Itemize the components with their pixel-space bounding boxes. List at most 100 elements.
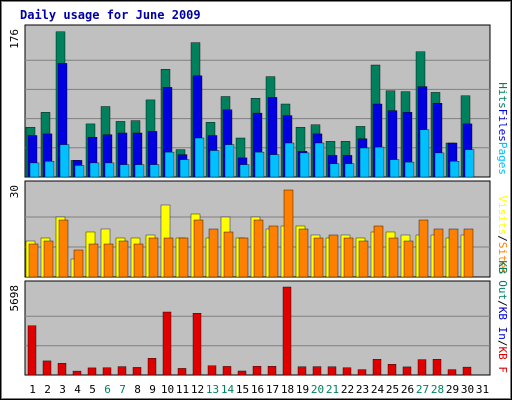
sites-bar-day-30: [463, 228, 474, 278]
pages-bar-day-6: [104, 162, 115, 178]
legend-entry: /: [496, 235, 509, 242]
sites-bar-day-5: [88, 243, 99, 278]
sites-bar-day-27: [418, 219, 429, 278]
kb-f-bar-day-16: [252, 366, 262, 376]
sites-bar-day-9: [148, 237, 159, 278]
pages-bar-day-1: [29, 162, 40, 178]
x-tick-label-day-15: 15: [236, 383, 249, 396]
pages-bar-day-20: [314, 142, 325, 178]
sites-bar-day-17: [268, 225, 279, 278]
sites-bar-day-6: [103, 243, 114, 278]
kb-f-bar-day-29: [447, 369, 457, 376]
sites-bar-day-25: [388, 237, 399, 278]
y-axis-max-label: 176: [8, 29, 21, 49]
kb-f-bar-day-6: [102, 367, 112, 376]
kb-f-bar-day-1: [27, 325, 37, 376]
pages-bar-day-29: [449, 160, 460, 178]
kb-f-bar-day-20: [312, 366, 322, 376]
pages-bar-day-28: [434, 152, 445, 178]
legend-entry: Sites: [496, 242, 509, 275]
pages-bar-day-24: [374, 146, 385, 178]
kb-f-bar-day-23: [357, 369, 367, 376]
legend-entry: KB Out: [496, 260, 509, 300]
x-tick-label-day-13: 13: [206, 383, 219, 396]
x-tick-label-day-1: 1: [29, 383, 36, 396]
legend-entry: KB F: [496, 347, 509, 374]
sites-bar-day-21: [328, 234, 339, 278]
kb-f-bar-day-12: [192, 313, 202, 376]
kb-f-bar-day-27: [417, 359, 427, 376]
kb-f-bar-day-9: [147, 358, 157, 376]
x-tick-label-day-11: 11: [176, 383, 189, 396]
kb-f-bar-day-15: [237, 370, 247, 376]
x-tick-label-day-9: 9: [149, 383, 156, 396]
x-tick-label-day-31: 31: [476, 383, 489, 396]
sites-bar-day-2: [43, 240, 54, 278]
pages-bar-day-23: [359, 147, 370, 178]
kb-f-bar-day-13: [207, 365, 217, 376]
sites-bar-day-3: [58, 219, 69, 278]
kb-f-bar-day-22: [342, 367, 352, 376]
x-tick-label-day-5: 5: [89, 383, 96, 396]
pages-bar-day-14: [224, 144, 235, 178]
pages-bar-day-22: [344, 163, 355, 178]
x-tick-label-day-17: 17: [266, 383, 279, 396]
y-axis-max-label: 5698: [8, 285, 21, 312]
x-tick-label-day-25: 25: [386, 383, 399, 396]
x-tick-label-day-20: 20: [311, 383, 324, 396]
kb-f-bar-day-26: [402, 366, 412, 376]
pages-bar-day-2: [44, 160, 55, 178]
kb-f-bar-day-11: [177, 368, 187, 376]
sites-bar-day-23: [358, 240, 369, 278]
x-tick-label-day-21: 21: [326, 383, 339, 396]
sites-bar-day-16: [253, 219, 264, 278]
pages-bar-day-25: [389, 159, 400, 178]
kb-f-bar-day-10: [162, 311, 172, 376]
legend-entry: KB In: [496, 307, 509, 340]
sites-bar-day-1: [28, 243, 39, 278]
sites-bar-day-22: [343, 237, 354, 278]
kb-f-bar-day-7: [117, 366, 127, 376]
x-tick-label-day-7: 7: [119, 383, 126, 396]
pages-bar-day-4: [74, 165, 85, 178]
x-tick-label-day-29: 29: [446, 383, 459, 396]
legend-entry: Visits: [496, 196, 509, 236]
sites-bar-day-11: [178, 237, 189, 278]
kb-f-bar-day-2: [42, 360, 52, 376]
x-tick-label-day-24: 24: [371, 383, 385, 396]
legend-hits-files-pages: HitsFilesPages: [496, 82, 509, 175]
kb-f-bar-day-4: [72, 370, 82, 376]
x-tick-label-day-28: 28: [431, 383, 444, 396]
sites-bar-day-26: [403, 240, 414, 278]
sites-bar-day-20: [313, 237, 324, 278]
x-axis-day-labels: 1 2 3 4 5 6 7 8 9 10 11 12 13 14 15 16 17 18 19 20 21 22 23 24 2…: [29, 383, 489, 396]
x-tick-label-day-23: 23: [356, 383, 369, 396]
x-tick-label-day-30: 30: [461, 383, 474, 396]
kb-f-bar-day-30: [462, 366, 472, 376]
panel-background: [24, 280, 491, 376]
pages-bar-day-3: [59, 144, 70, 178]
legend-entry: Pages: [496, 142, 509, 175]
legend-entry: Hits: [496, 82, 509, 109]
pages-bar-day-8: [134, 164, 145, 178]
pages-bar-day-5: [89, 162, 100, 178]
kb-f-bar-day-25: [387, 364, 397, 376]
sites-bar-day-15: [238, 237, 249, 278]
pages-bar-day-7: [119, 164, 130, 178]
legend-visits-sites: Visits/Sites: [496, 196, 509, 276]
sites-bar-day-10: [163, 237, 174, 278]
panel-visits-sites: 30 Visits/Sites: [8, 180, 509, 278]
pages-bar-day-19: [299, 152, 310, 178]
sites-bar-day-7: [118, 240, 129, 278]
pages-bar-day-15: [239, 164, 250, 178]
sites-bar-day-29: [448, 228, 459, 278]
sites-bar-day-28: [433, 228, 444, 278]
kb-f-bar-day-28: [432, 359, 442, 376]
x-tick-label-day-12: 12: [191, 383, 204, 396]
sites-bar-day-8: [133, 243, 144, 278]
legend-entry: Files: [496, 109, 509, 142]
